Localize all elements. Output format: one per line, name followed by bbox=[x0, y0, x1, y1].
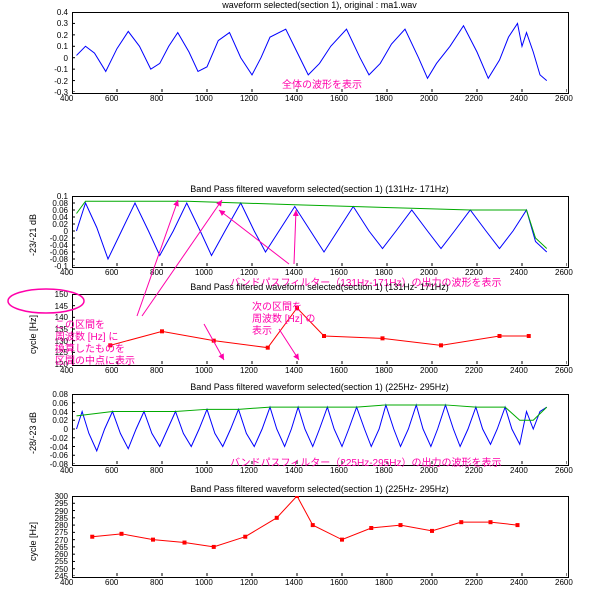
xtick: 1800 bbox=[375, 578, 393, 587]
panel2-plot bbox=[72, 196, 567, 266]
panel3-plot bbox=[72, 294, 567, 364]
xtick: 1000 bbox=[195, 466, 213, 475]
xtick: 1400 bbox=[285, 366, 303, 375]
xtick: 1000 bbox=[195, 366, 213, 375]
xtick: 1000 bbox=[195, 94, 213, 103]
xtick: 2400 bbox=[510, 466, 528, 475]
xtick: 600 bbox=[105, 466, 118, 475]
ytick: 0.3 bbox=[42, 19, 68, 28]
xtick: 400 bbox=[60, 578, 73, 587]
xtick: 2200 bbox=[465, 578, 483, 587]
panel3-title: Band Pass filtered waveform selected(sec… bbox=[72, 282, 567, 292]
xtick: 2400 bbox=[510, 366, 528, 375]
xtick: 2000 bbox=[420, 94, 438, 103]
xtick: 2200 bbox=[465, 94, 483, 103]
xtick: 2400 bbox=[510, 268, 528, 277]
ytick: 0.1 bbox=[42, 192, 68, 201]
xtick: 1200 bbox=[240, 366, 258, 375]
ytick: 0 bbox=[42, 425, 68, 434]
xtick: 1800 bbox=[375, 366, 393, 375]
ytick: -0.02 bbox=[42, 434, 68, 443]
xtick: 400 bbox=[60, 366, 73, 375]
xtick: 400 bbox=[60, 268, 73, 277]
xtick: 2600 bbox=[555, 94, 573, 103]
panel4-ylabel: -28/-23 dB bbox=[28, 412, 38, 454]
panel4-title: Band Pass filtered waveform selected(sec… bbox=[72, 382, 567, 392]
xtick: 600 bbox=[105, 578, 118, 587]
panel5-plot bbox=[72, 496, 567, 576]
xtick: 800 bbox=[150, 94, 163, 103]
ytick: 0 bbox=[42, 54, 68, 63]
xtick: 1600 bbox=[330, 94, 348, 103]
xtick: 400 bbox=[60, 466, 73, 475]
xtick: 2400 bbox=[510, 94, 528, 103]
annotation: 全体の波形を表示 bbox=[282, 76, 362, 91]
xtick: 1600 bbox=[330, 578, 348, 587]
ytick: 0.4 bbox=[42, 8, 68, 17]
ytick: -0.1 bbox=[42, 65, 68, 74]
xtick: 1400 bbox=[285, 578, 303, 587]
xtick: 1200 bbox=[240, 578, 258, 587]
panel2-title: Band Pass filtered waveform selected(sec… bbox=[72, 184, 567, 194]
chart-canvas: waveform selected(section 1), original :… bbox=[4, 4, 600, 605]
xtick: 2600 bbox=[555, 466, 573, 475]
xtick: 800 bbox=[150, 578, 163, 587]
ytick: 0.04 bbox=[42, 408, 68, 417]
xtick: 400 bbox=[60, 94, 73, 103]
xtick: 1400 bbox=[285, 94, 303, 103]
panel3-ylabel: cycle [Hz] bbox=[28, 315, 38, 354]
ytick: 0.1 bbox=[42, 42, 68, 51]
ytick: 0.06 bbox=[42, 399, 68, 408]
xtick: 2000 bbox=[420, 366, 438, 375]
xtick: 800 bbox=[150, 466, 163, 475]
xtick: 1000 bbox=[195, 578, 213, 587]
annotation: 表示 bbox=[252, 322, 272, 337]
panel5-title: Band Pass filtered waveform selected(sec… bbox=[72, 484, 567, 494]
ytick: 0.2 bbox=[42, 31, 68, 40]
ytick: 300 bbox=[42, 492, 68, 501]
ytick: -0.06 bbox=[42, 451, 68, 460]
xtick: 800 bbox=[150, 268, 163, 277]
ytick: 0.02 bbox=[42, 416, 68, 425]
xtick: 2600 bbox=[555, 268, 573, 277]
xtick: 2600 bbox=[555, 578, 573, 587]
ytick: 145 bbox=[42, 302, 68, 311]
xtick: 1000 bbox=[195, 268, 213, 277]
xtick: 2000 bbox=[420, 578, 438, 587]
panel1-title: waveform selected(section 1), original :… bbox=[72, 0, 567, 10]
panel5-ylabel: cycle [Hz] bbox=[28, 522, 38, 561]
xtick: 1800 bbox=[375, 94, 393, 103]
xtick: 800 bbox=[150, 366, 163, 375]
xtick: 1200 bbox=[240, 94, 258, 103]
panel2-ylabel: -23/-21 dB bbox=[28, 214, 38, 256]
annotation: 区間の中点に表示 bbox=[55, 352, 135, 367]
xtick: 600 bbox=[105, 366, 118, 375]
ytick: -0.2 bbox=[42, 77, 68, 86]
xtick: 600 bbox=[105, 94, 118, 103]
ytick: -0.04 bbox=[42, 443, 68, 452]
xtick: 2400 bbox=[510, 578, 528, 587]
ytick: 0.08 bbox=[42, 390, 68, 399]
xtick: 2200 bbox=[465, 366, 483, 375]
xtick: 600 bbox=[105, 268, 118, 277]
ytick: 150 bbox=[42, 290, 68, 299]
annotation: バンドパスフィルター（225Hz-295Hz）の出力の波形を表示 bbox=[230, 454, 501, 469]
xtick: 2600 bbox=[555, 366, 573, 375]
xtick: 1600 bbox=[330, 366, 348, 375]
